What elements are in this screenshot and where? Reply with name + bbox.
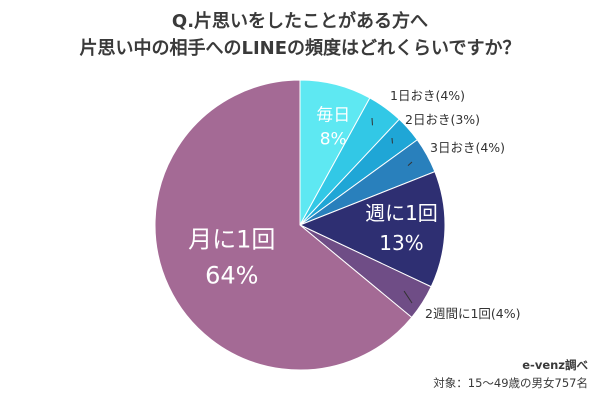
pie-slice-月に1回 bbox=[154, 79, 413, 371]
slice-label-週に1回: 週に1回 bbox=[365, 201, 438, 225]
slice-label-月に1回: 月に1回 bbox=[188, 226, 275, 254]
source-by: e-venz調べ bbox=[522, 358, 588, 372]
leader-line-2週間に1回 bbox=[403, 290, 413, 304]
source-note: e-venz調べ 対象：15〜49歳の男女757名 bbox=[433, 356, 588, 392]
chart-title: Q.片思いをしたことがある方へ 片思い中の相手へのLINEの頻度はどれくらいです… bbox=[0, 8, 600, 62]
slice-label-2日おき: 2日おき(3%) bbox=[405, 112, 480, 127]
source-target: 対象：15〜49歳の男女757名 bbox=[433, 376, 588, 390]
slice-value-週に1回: 13% bbox=[379, 231, 423, 255]
slice-label-2週間に1回: 2週間に1回(4%) bbox=[425, 306, 521, 321]
leader-line-3日おき bbox=[407, 161, 413, 166]
chart-title-line2: 片思い中の相手へのLINEの頻度はどれくらいですか？ bbox=[79, 38, 521, 59]
slice-label-1日おき: 1日おき(4%) bbox=[390, 88, 465, 103]
slice-label-3日おき: 3日おき(4%) bbox=[430, 140, 505, 155]
slice-value-月に1回: 64% bbox=[205, 262, 258, 290]
pie-slice-週に1回 bbox=[298, 170, 446, 288]
slice-value-毎日: 8% bbox=[320, 130, 347, 150]
chart-title-line1: Q.片思いをしたことがある方へ bbox=[171, 11, 429, 32]
slice-label-毎日: 毎日 bbox=[316, 106, 350, 126]
